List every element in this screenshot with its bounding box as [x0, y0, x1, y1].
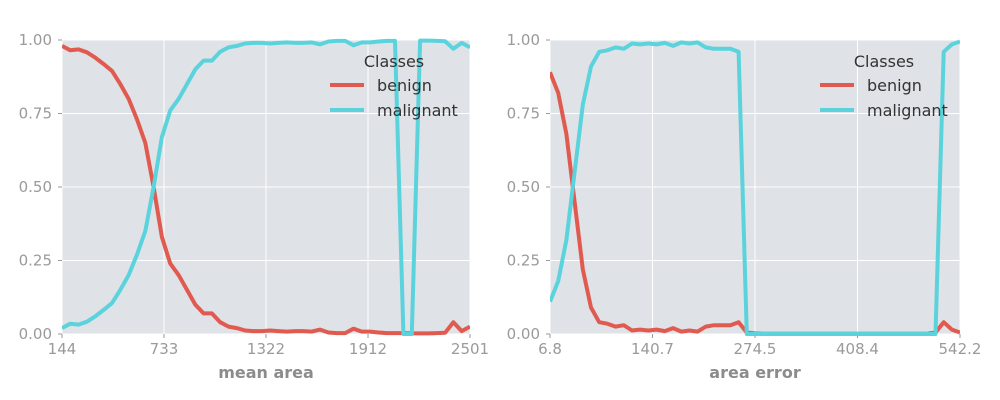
y-tick-label: 1.00: [507, 31, 540, 49]
x-tick-label: 2501: [451, 340, 489, 358]
legend-title: Classes: [364, 52, 424, 71]
legend-label-malignant: malignant: [377, 101, 458, 120]
y-tick-label: 0.50: [19, 178, 52, 196]
series-line-malignant: [550, 39, 960, 336]
legend-label-malignant: malignant: [867, 101, 948, 120]
chart-2: 6.8 140.7 274.5 408.4 542.2 0.00 0.25 0.50 0.75 1…: [507, 31, 982, 382]
x-tick-label: 6.8: [538, 340, 562, 358]
legend-label-benign: benign: [867, 76, 922, 95]
y-tick-label: 0.75: [507, 105, 540, 123]
x-tick-label: 408.4: [836, 340, 879, 358]
x-tick-label: 1322: [247, 340, 285, 358]
x-axis-title: mean area: [218, 363, 314, 382]
legend-label-benign: benign: [377, 76, 432, 95]
y-tick-label: 0.25: [507, 252, 540, 270]
y-tick-label: 1.00: [19, 31, 52, 49]
x-tick-label: 144: [48, 340, 77, 358]
chart-1: 144 733 1322 1912 2501 0.00 0.25 0.50 0.75 1.00 me…: [19, 31, 490, 382]
y-tick-label: 0.00: [19, 325, 52, 343]
x-axis-title: area error: [709, 363, 801, 382]
series-line-malignant: [62, 38, 470, 336]
x-tick-label: 542.2: [939, 340, 982, 358]
legend-title: Classes: [854, 52, 914, 71]
y-tick-label: 0.25: [19, 252, 52, 270]
y-tick-label: 0.00: [507, 325, 540, 343]
x-tick-label: 140.7: [631, 340, 674, 358]
y-tick-label: 0.50: [507, 178, 540, 196]
x-tick-label: 274.5: [734, 340, 777, 358]
y-tick-label: 0.75: [19, 105, 52, 123]
x-tick-label: 1912: [349, 340, 387, 358]
x-tick-label: 733: [150, 340, 179, 358]
